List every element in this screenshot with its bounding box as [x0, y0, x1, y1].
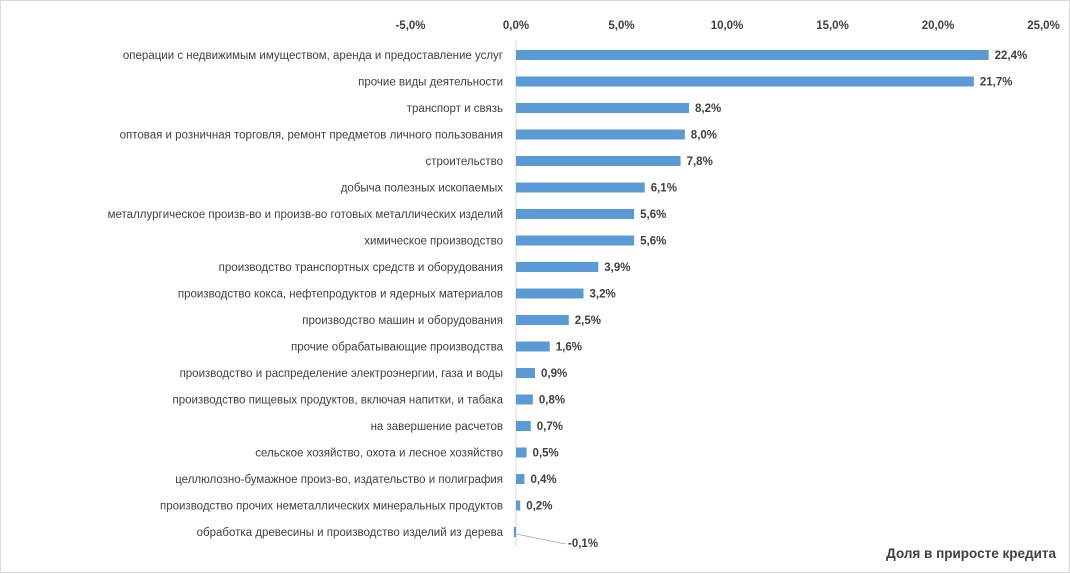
- category-label: производство транспортных средств и обор…: [219, 262, 503, 274]
- category-label: целлюлозно-бумажное произ-во, издательст…: [175, 474, 503, 486]
- category-label: производство кокса, нефтепродуктов и яде…: [178, 289, 503, 301]
- x-tick-label: 10,0%: [711, 20, 744, 32]
- x-axis-ticks: -5,0% 0,0% 5,0% 10,0% 15,0% 20,0% 25,0%: [395, 20, 1059, 32]
- bar: [516, 368, 535, 378]
- bar: [516, 76, 974, 87]
- data-label: 0,7%: [537, 421, 563, 433]
- category-label: операции с недвижимым имуществом, аренда…: [123, 50, 503, 62]
- category-label: строительство: [426, 156, 503, 168]
- category-label: прочие обрабатывающие производства: [291, 342, 504, 354]
- bar: [516, 447, 527, 458]
- data-label: 0,8%: [539, 395, 565, 407]
- data-label: 0,5%: [533, 448, 559, 460]
- data-label: 7,8%: [687, 156, 713, 168]
- data-label: 22,4%: [995, 50, 1028, 62]
- data-label: 3,9%: [604, 262, 630, 274]
- bar: [516, 156, 681, 166]
- bar: [516, 182, 645, 193]
- data-label: 2,5%: [575, 315, 601, 327]
- bar: [516, 103, 690, 113]
- category-label: производство прочих неметаллических мине…: [160, 501, 503, 513]
- bar: [516, 235, 635, 246]
- bar: [516, 474, 525, 484]
- data-label: 0,9%: [541, 368, 567, 380]
- bar: [516, 262, 599, 272]
- leader-line: [515, 533, 567, 545]
- category-label: обработка древесины и производство издел…: [197, 527, 504, 539]
- category-label: производство машин и оборудования: [302, 315, 503, 327]
- x-tick-label: 5,0%: [608, 20, 634, 32]
- bar: [513, 527, 516, 537]
- x-tick-label: -5,0%: [395, 20, 425, 32]
- data-label: 6,1%: [651, 183, 677, 195]
- data-label: 21,7%: [980, 77, 1013, 89]
- x-tick-label: 15,0%: [816, 20, 849, 32]
- bar: [516, 315, 569, 325]
- bar: [516, 209, 635, 219]
- category-label: добыча полезных ископаемых: [341, 183, 504, 195]
- data-labels: 22,4% 21,7% 8,2% 8,0% 7,8% 6,1% 5,6% 5,6% 3,9% 3,…: [515, 50, 1028, 550]
- bar: [516, 341, 550, 352]
- data-label: 1,6%: [556, 342, 582, 354]
- x-tick-label: 0,0%: [503, 20, 529, 32]
- category-label: оптовая и розничная торговля, ремонт пре…: [120, 130, 503, 142]
- category-label: производство пищевых продуктов, включая …: [173, 395, 504, 407]
- category-label: химическое производство: [364, 236, 503, 248]
- data-label: -0,1%: [568, 538, 598, 550]
- bar: [516, 129, 685, 140]
- bar: [516, 394, 533, 405]
- data-label: 0,2%: [526, 501, 552, 513]
- category-label: металлургическое произв-во и произв-во г…: [108, 209, 503, 221]
- bars: [513, 50, 989, 537]
- bar: [516, 288, 584, 299]
- category-label: производство и распределение электроэнер…: [180, 368, 503, 380]
- data-label: 3,2%: [590, 289, 616, 301]
- category-label: сельское хозяйство, охота и лесное хозяй…: [255, 448, 503, 460]
- data-label: 8,2%: [695, 103, 721, 115]
- category-labels: операции с недвижимым имуществом, аренда…: [108, 50, 504, 539]
- data-label: 5,6%: [640, 236, 666, 248]
- category-label: на завершение расчетов: [371, 421, 503, 433]
- bar: [516, 50, 989, 60]
- legend-label: Доля в приросте кредита: [886, 546, 1056, 561]
- x-tick-label: 20,0%: [922, 20, 955, 32]
- bar: [516, 500, 521, 511]
- data-label: 0,4%: [530, 474, 556, 486]
- x-tick-label: 25,0%: [1027, 20, 1060, 32]
- category-label: транспорт и связь: [407, 103, 503, 115]
- category-label: прочие виды деятельности: [358, 77, 503, 89]
- bar: [516, 421, 531, 431]
- data-label: 5,6%: [640, 209, 666, 221]
- data-label: 8,0%: [691, 130, 717, 142]
